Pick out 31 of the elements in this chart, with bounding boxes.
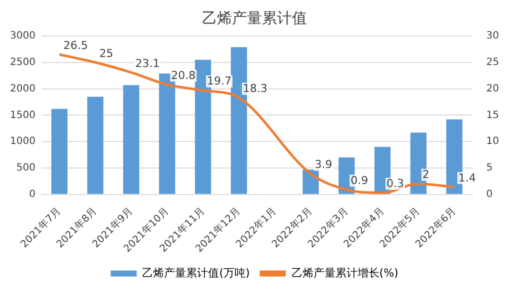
y2-tick-label: 30 [486,30,500,42]
y-tick-label: 3000 [10,30,36,42]
y2-tick-label: 15 [486,110,500,121]
data-label: 25 [99,46,114,60]
y2-tick-label: 10 [486,136,500,148]
data-label: 18.3 [242,82,268,96]
bar [51,108,68,194]
data-label: 19.7 [207,74,232,88]
y-tick-label: 1500 [10,110,36,121]
data-label: 0.3 [386,177,404,190]
data-label: 1.4 [458,171,476,184]
data-label: 20.8 [171,68,196,82]
chart-title: 乙烯产量累计值 [202,8,307,27]
y2-tick-label: 25 [486,56,500,68]
data-label: 26.5 [63,38,88,52]
y2-tick-label: 0 [486,188,493,200]
legend-label: 乙烯产量累计值(万吨) [142,266,250,280]
data-label: 2 [422,168,430,182]
data-label: 23.1 [135,56,160,70]
bar [123,85,140,194]
y-tick-label: 0 [29,188,36,200]
y-tick-label: 500 [16,162,36,174]
bar [87,96,104,194]
y-tick-label: 1000 [10,136,36,148]
data-label: 0.9 [350,174,368,187]
legend-label: 乙烯产量累计增长(%) [291,266,398,280]
data-label: 3.9 [314,158,332,172]
y-tick-label: 2000 [10,83,36,94]
y-tick-label: 2500 [10,56,36,68]
y2-tick-label: 5 [486,162,493,174]
y2-tick-label: 20 [486,83,500,94]
